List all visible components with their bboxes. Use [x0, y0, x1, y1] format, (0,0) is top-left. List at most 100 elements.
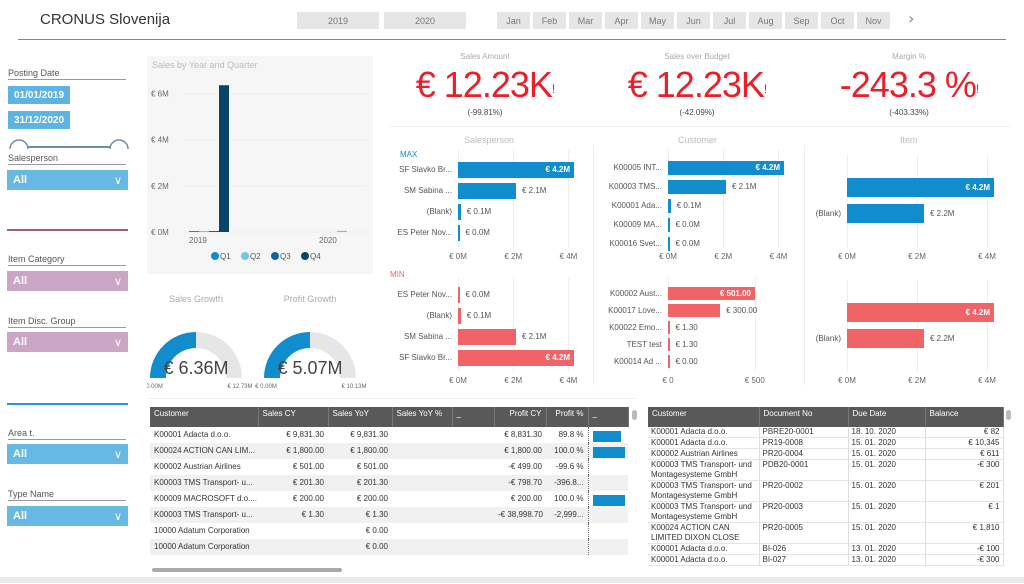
bar-2019-Q3[interactable] — [209, 231, 219, 232]
bar-k00009-ma-[interactable] — [668, 218, 670, 232]
bar-2020-Q2[interactable] — [337, 230, 347, 232]
bar-k00016-svet-[interactable] — [668, 237, 670, 251]
month-aug-button[interactable]: Aug — [749, 12, 782, 29]
column-header[interactable]: Balance — [925, 407, 1004, 427]
gauge-min: € 0.00M — [255, 384, 277, 390]
column-header[interactable]: Sales YoY — [328, 407, 393, 427]
slider-handle-end[interactable] — [109, 139, 129, 150]
bar-k00022-emo-[interactable] — [668, 321, 670, 334]
table-row[interactable]: K00002 Austrian Airlines PR20-0004 15. 01.… — [648, 448, 1004, 460]
item-disc-group-dropdown[interactable]: All ∨ — [7, 332, 128, 352]
table-row[interactable]: K00001 Adacta d.o.o. PBRE20-0001 18. 10. 2… — [648, 427, 1004, 438]
item-category-dropdown[interactable]: All ∨ — [7, 271, 128, 291]
cell-empty — [452, 539, 494, 555]
column-header[interactable]: Document No — [759, 407, 849, 427]
column-header[interactable]: Sales YoY % — [392, 407, 453, 427]
date-range-slider[interactable] — [8, 133, 130, 153]
area-dropdown[interactable]: All ∨ — [7, 444, 128, 464]
table-row[interactable]: 10000 Adatum Corporation € 0.00 — [150, 523, 628, 539]
bar-k00001-ada-[interactable] — [668, 199, 671, 213]
bar-sm-sabina-[interactable] — [458, 183, 516, 199]
bar--blank-[interactable] — [847, 329, 924, 348]
table-row[interactable]: K00001 Adacta d.o.o. BI-027 13. 01. 2020 -€… — [648, 554, 1004, 566]
bar-item[interactable] — [847, 303, 994, 322]
cell-sales-cy: € 1.30 — [258, 507, 328, 523]
gridline — [987, 155, 988, 248]
month-mar-button[interactable]: Mar — [569, 12, 602, 29]
bar-k00014-ad-[interactable] — [668, 355, 670, 368]
month-feb-button[interactable]: Feb — [533, 12, 566, 29]
cell-profit-cy: -€ 499.00 — [508, 462, 542, 471]
column-header[interactable]: _ — [588, 407, 629, 427]
bar-k00003-tms-[interactable] — [668, 180, 726, 194]
table-row[interactable]: K00003 TMS Transport- und Montagesysteme… — [648, 459, 1004, 481]
month-nov-button[interactable]: Nov — [857, 12, 890, 29]
month-may-button[interactable]: May — [641, 12, 674, 29]
bar-k00005-int-[interactable] — [668, 161, 784, 175]
column-header[interactable]: Profit CY — [494, 407, 547, 427]
bar-2019-Q4[interactable] — [219, 85, 229, 232]
chevron-right-icon[interactable]: › — [908, 9, 915, 28]
month-oct-button[interactable]: Oct — [821, 12, 854, 29]
cell-sales-yoy: € 9,831.30 — [350, 430, 388, 439]
table-row[interactable]: K00001 Adacta d.o.o. PR19-0008 15. 01. 202… — [648, 437, 1004, 449]
bar--blank-[interactable] — [458, 204, 461, 220]
slider-handle-start[interactable] — [9, 139, 29, 150]
table-row[interactable]: 10000 Adatum Corporation € 0.00 — [150, 539, 628, 555]
year-2019-button[interactable]: 2019 — [297, 12, 379, 29]
table-row[interactable]: K00009 MACROSOFT d.o.... € 200.00 € 200.00… — [150, 491, 628, 507]
month-apr-button[interactable]: Apr — [605, 12, 638, 29]
column-header[interactable]: Customer — [150, 407, 259, 427]
bar-label: (Blank) — [426, 311, 452, 320]
column-header[interactable]: Sales CY — [258, 407, 329, 427]
y-tick-label: € 0M — [151, 228, 169, 237]
table-row[interactable]: K00003 TMS Transport- u... € 1.30 € 1.30 -€… — [150, 507, 628, 523]
horizontal-scrollbar[interactable] — [152, 568, 342, 572]
vertical-scrollbar[interactable] — [632, 410, 637, 420]
column-header[interactable]: _ — [452, 407, 495, 427]
bar--blank-[interactable] — [847, 204, 924, 223]
bar--blank-[interactable] — [458, 308, 461, 324]
x-tick-label: € 4M — [978, 376, 996, 385]
bar-item[interactable] — [847, 178, 994, 197]
bar-test-test[interactable] — [668, 338, 670, 351]
bar-2019-Q1[interactable] — [189, 231, 199, 232]
date-to-input[interactable]: 31/12/2020 — [8, 111, 70, 129]
month-jul-button[interactable]: Jul — [713, 12, 746, 29]
data-label: € 0.1M — [466, 311, 492, 320]
bar-es-peter-nov-[interactable] — [458, 225, 460, 241]
table-row[interactable]: K00003 TMS Transport- und Montagesysteme… — [648, 501, 1004, 523]
bar-label: K00001 Ada... — [611, 201, 662, 210]
bar-k00017-love-[interactable] — [668, 304, 721, 317]
bar-sm-sabina-[interactable] — [458, 329, 516, 345]
salesperson-dropdown[interactable]: All ∨ — [7, 170, 128, 190]
table-row[interactable]: K00003 TMS Transport- und Montagesysteme… — [648, 480, 1004, 502]
bar-2019-Q2[interactable] — [199, 231, 209, 232]
vertical-scrollbar[interactable] — [1006, 410, 1011, 420]
table-row[interactable]: K00003 TMS Transport- u... € 201.30 € 201.… — [150, 475, 628, 491]
table-row[interactable]: K00024 ACTION CAN LIM... € 1,800.00 € 1,80… — [150, 443, 628, 459]
cell-sales-cy: € 1,800.00 — [258, 443, 328, 459]
table-row[interactable]: K00024 ACTION CAN LIMITED DIXON CLOSE PR2… — [648, 522, 1004, 544]
bar-k00002-aust-[interactable] — [668, 287, 755, 300]
type-name-dropdown[interactable]: All ∨ — [7, 506, 128, 526]
month-jun-button[interactable]: Jun — [677, 12, 710, 29]
bar-sf-slavko-br-[interactable] — [458, 350, 574, 366]
year-2020-button[interactable]: 2020 — [384, 12, 466, 29]
cell-sales-cy — [258, 539, 328, 555]
column-header[interactable]: Profit % — [546, 407, 589, 427]
table-row[interactable]: K00001 Adacta d.o.o. € 9,831.30 € 9,831.30… — [150, 427, 628, 443]
date-from-input[interactable]: 01/01/2019 — [8, 86, 70, 104]
bar-label: SM Sabina ... — [403, 186, 452, 195]
bar-sf-slavko-br-[interactable] — [458, 162, 574, 178]
column-header[interactable]: Due Date — [848, 407, 926, 427]
x-tick-label: 2020 — [319, 236, 337, 245]
table-row[interactable]: K00002 Austrian Airlines € 501.00 € 501.00… — [150, 459, 628, 475]
data-label: € 501.00 — [719, 288, 751, 298]
month-jan-button[interactable]: Jan — [497, 12, 530, 29]
data-label: € 4.2M — [545, 353, 570, 362]
table-row[interactable]: K00001 Adacta d.o.o. BI-026 13. 01. 2020 -€… — [648, 543, 1004, 555]
month-sep-button[interactable]: Sep — [785, 12, 818, 29]
bar-es-peter-nov-[interactable] — [458, 287, 460, 303]
column-header[interactable]: Customer — [648, 407, 760, 427]
